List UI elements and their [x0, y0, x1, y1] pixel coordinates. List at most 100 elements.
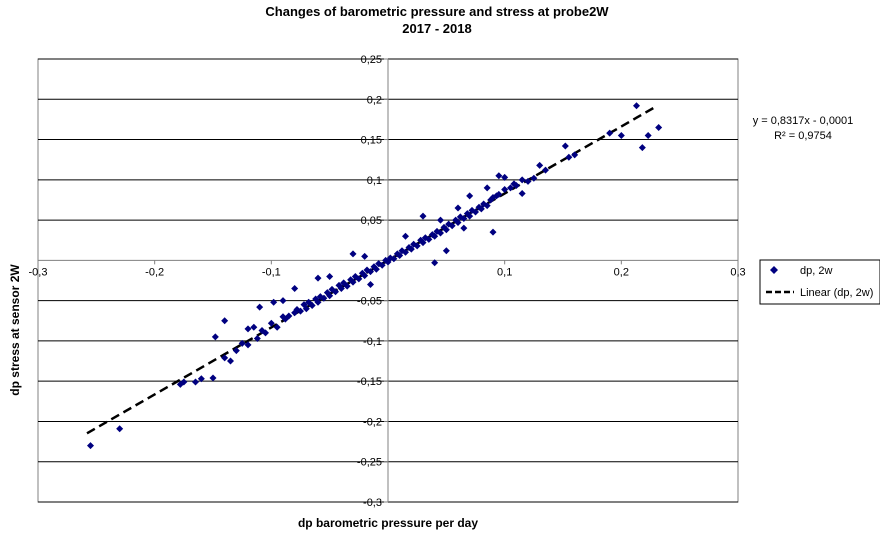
data-point [448, 222, 456, 230]
y-tick-label: -0,25 [357, 457, 382, 469]
data-point [542, 166, 549, 174]
data-point [501, 173, 509, 181]
data-point [211, 333, 219, 341]
data-point [407, 245, 415, 253]
data-point [507, 184, 514, 192]
data-point [267, 319, 275, 327]
data-point [489, 228, 497, 236]
x-tick-label: -0,3 [29, 266, 48, 278]
data-point [349, 250, 357, 258]
data-point [477, 205, 485, 213]
data-point [460, 214, 468, 222]
data-point [285, 312, 293, 320]
data-point [501, 185, 509, 193]
legend-label-trendline: Linear (dp, 2w) [800, 287, 873, 299]
data-point [361, 272, 369, 280]
data-point [565, 153, 573, 161]
data-point [209, 374, 217, 382]
data-point [326, 292, 334, 300]
data-point [314, 298, 322, 306]
y-tick-label: -0,3 [363, 497, 382, 509]
data-point [431, 232, 439, 240]
data-point [633, 102, 640, 110]
chart-title: Changes of barometric pressure and stres… [265, 4, 609, 19]
data-point [561, 142, 569, 150]
data-point [378, 261, 386, 269]
y-tick-label: 0,15 [361, 135, 382, 147]
data-point [460, 224, 468, 232]
data-point [655, 123, 663, 131]
data-point [536, 161, 544, 169]
data-point [530, 174, 538, 182]
data-point [442, 226, 450, 234]
y-tick-label: -0,2 [363, 416, 382, 428]
data-point [425, 235, 433, 243]
data-point [221, 317, 229, 325]
data-point [367, 268, 374, 276]
data-point [442, 247, 450, 255]
y-tick-label: -0,05 [357, 296, 382, 308]
data-point [253, 334, 261, 342]
data-point [256, 303, 264, 311]
data-point [571, 151, 579, 159]
data-point [262, 329, 269, 337]
data-point [326, 272, 334, 280]
y-tick-label: 0,1 [367, 175, 382, 187]
data-point [221, 354, 229, 362]
data-point [390, 255, 398, 263]
y-tick-label: 0,05 [361, 215, 382, 227]
data-point [302, 305, 310, 313]
x-tick-label: -0,2 [145, 266, 164, 278]
data-point [419, 212, 427, 220]
chart-subtitle: 2017 - 2018 [402, 21, 471, 36]
data-point [454, 219, 462, 227]
data-points [87, 102, 663, 450]
legend-marker-diamond [770, 266, 778, 274]
y-tick-labels: 0,25 0,2 0,15 0,1 0,05 -0,05 -0,1 -0,15 -0,2 -0,2… [357, 54, 382, 509]
data-point [638, 144, 646, 152]
data-point [232, 347, 240, 355]
data-point [617, 132, 625, 140]
legend-label-series: dp, 2w [800, 265, 832, 277]
data-point [332, 288, 339, 296]
data-point [431, 259, 439, 267]
data-point [192, 378, 199, 386]
data-point [238, 339, 246, 347]
x-tick-label: -0,1 [262, 266, 281, 278]
data-point [466, 192, 474, 200]
data-point [437, 229, 444, 237]
data-point [393, 250, 401, 258]
y-tick-label: -0,1 [363, 336, 382, 348]
data-point [180, 378, 188, 386]
data-point [454, 204, 462, 212]
x-axis-title: dp barometric pressure per day [298, 516, 478, 530]
data-point [518, 176, 526, 184]
y-tick-label: 0,25 [361, 54, 382, 66]
data-point [308, 301, 316, 309]
data-point [413, 242, 421, 250]
data-point [279, 297, 287, 305]
data-point [197, 375, 205, 383]
data-point [250, 323, 258, 331]
x-tick-label: 0,2 [614, 266, 629, 278]
data-point [402, 248, 409, 256]
x-tick-label: 0,3 [730, 266, 745, 278]
data-point [644, 132, 652, 140]
x-tick-labels: -0,3 -0,2 -0,1 0,1 0,2 0,3 [29, 266, 746, 278]
data-point [227, 357, 234, 365]
legend: dp, 2w Linear (dp, 2w) [759, 259, 880, 305]
data-point [337, 285, 345, 293]
data-point [512, 181, 520, 189]
data-point [402, 232, 409, 240]
data-point [466, 212, 474, 220]
data-point [355, 275, 363, 283]
data-point [273, 323, 281, 331]
data-point [483, 184, 491, 192]
data-point [270, 298, 278, 306]
data-point [396, 252, 404, 260]
legend-box [759, 259, 880, 305]
data-point [606, 129, 614, 137]
data-point [472, 208, 479, 216]
data-point [367, 281, 374, 289]
